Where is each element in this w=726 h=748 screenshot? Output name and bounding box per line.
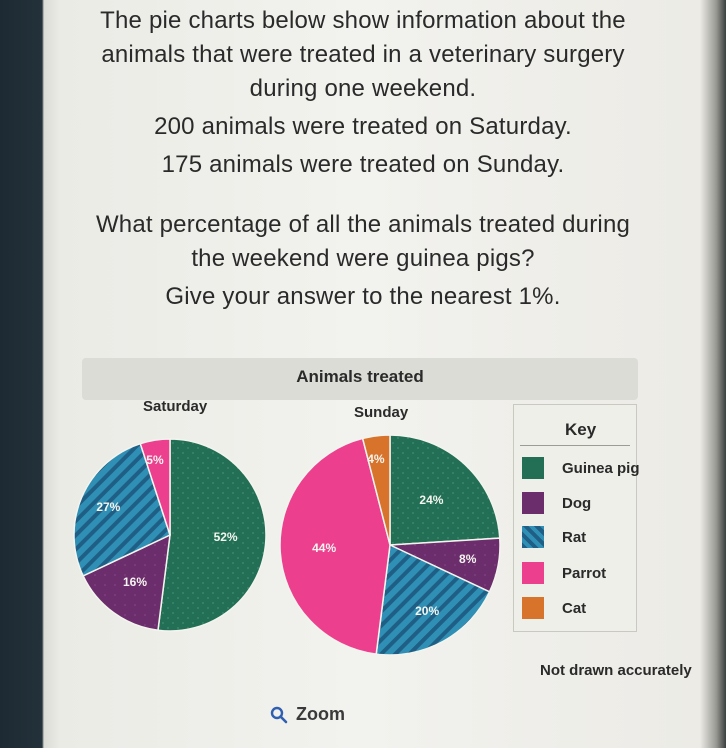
legend-label-dog: Dog	[562, 495, 592, 512]
chart-title-bar: Animals treated	[82, 358, 638, 400]
pie-label-sunday-cat: 4%	[367, 451, 385, 466]
pie-slice-saturday-dog	[82, 533, 171, 632]
pie-label-sunday-dog: 8%	[459, 552, 477, 567]
question-line-6: What percentage of all the animals treat…	[95, 211, 631, 238]
pie-label-saturday-guinea-pig: 52%	[213, 530, 238, 545]
pie-sunday	[279, 434, 501, 656]
pie-heading-sunday: Sunday	[354, 404, 409, 421]
pie-label-sunday-rat: 20%	[415, 604, 440, 619]
zoom-label: Zoom	[296, 704, 345, 724]
chart-title: Animals treated	[296, 367, 424, 386]
legend-label-rat: Rat	[562, 529, 587, 546]
legend: Key Guinea pig Dog Rat Parrot Cat	[513, 404, 640, 632]
legend-swatch-guinea-pig	[522, 457, 544, 479]
pie-slice-saturday-guinea-pig	[157, 438, 267, 632]
pie-saturday	[73, 438, 267, 632]
legend-divider	[520, 445, 630, 446]
legend-label-cat: Cat	[562, 600, 587, 617]
question-line-7: the weekend were guinea pigs?	[191, 245, 535, 272]
legend-title: Key	[565, 420, 597, 439]
question-line-3: during one weekend.	[249, 75, 477, 102]
pie-slice-sunday-guinea-pig	[389, 434, 501, 546]
legend-swatch-parrot	[522, 562, 544, 584]
question-line-8: Give your answer to the nearest 1%.	[165, 283, 561, 310]
not-drawn-accurately-note: Not drawn accurately	[540, 662, 692, 679]
pie-slice-sunday-rat	[375, 543, 491, 656]
legend-label-parrot: Parrot	[562, 565, 607, 582]
question-line-5: 175 animals were treated on Sunday.	[161, 151, 565, 178]
legend-swatch-dog	[522, 492, 544, 514]
pie-slice-sunday-cat	[361, 434, 391, 546]
legend-label-guinea-pig: Guinea pig	[562, 460, 640, 477]
legend-swatch-cat	[522, 597, 544, 619]
pie-label-sunday-guinea-pig: 24%	[419, 492, 444, 507]
question-line-1: The pie charts below show information ab…	[100, 7, 626, 34]
question-line-2: animals that were treated in a veterinar…	[101, 41, 625, 68]
pie-label-sunday-parrot: 44%	[312, 541, 337, 556]
pie-slice-sunday-parrot	[279, 437, 391, 655]
question-line-4: 200 animals were treated on Saturday.	[154, 113, 572, 140]
zoom-button[interactable]: Zoom	[270, 704, 345, 725]
pie-label-saturday-parrot: 5%	[146, 453, 164, 468]
pie-heading-saturday: Saturday	[143, 398, 208, 415]
pie-charts-figure: Animals treated	[60, 350, 660, 690]
pie-label-saturday-dog: 16%	[123, 575, 148, 590]
legend-swatch-rat	[522, 526, 544, 548]
pie-slice-saturday-parrot	[139, 438, 171, 536]
pie-label-saturday-rat: 27%	[96, 500, 121, 515]
search-icon	[270, 706, 288, 724]
pie-slice-saturday-rat	[73, 442, 171, 577]
